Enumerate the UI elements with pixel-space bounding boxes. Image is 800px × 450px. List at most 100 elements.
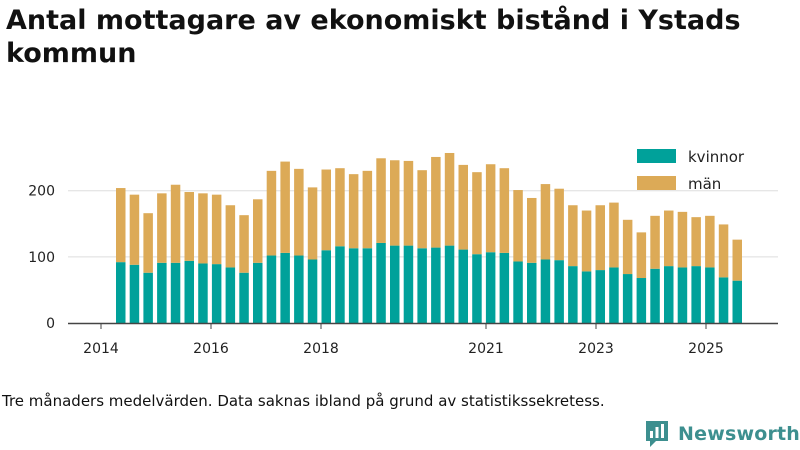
bar-man-4 [170, 184, 181, 263]
bar-man-17 [348, 174, 359, 249]
bar-kvinnor-10 [253, 262, 263, 323]
bar-man-14 [307, 187, 318, 260]
bar-man-11 [266, 170, 277, 256]
legend-layer: kvinnor män [637, 148, 745, 193]
bar-man-31 [540, 184, 551, 260]
bar-kvinnor-41 [677, 267, 688, 323]
bar-man-40 [664, 210, 674, 267]
bar-kvinnor-34 [581, 271, 592, 323]
chart-title: Antal mottagare av ekonomiskt bistånd i … [6, 5, 741, 69]
bar-kvinnor-6 [198, 263, 208, 323]
bar-man-6 [198, 193, 208, 264]
x-tick-label-2016: 2016 [193, 341, 229, 357]
bar-kvinnor-19 [376, 242, 386, 323]
axis-layer: 0 100 200 2014 2016 2018 2021 2023 2025 [28, 184, 778, 357]
bar-kvinnor-22 [417, 248, 427, 323]
bar-kvinnor-28 [499, 252, 510, 323]
bar-kvinnor-45 [732, 280, 742, 323]
bar-kvinnor-15 [321, 250, 331, 323]
bar-man-10 [253, 199, 263, 263]
bar-man-43 [705, 215, 715, 268]
bar-man-1 [129, 194, 140, 265]
bar-kvinnor-8 [225, 267, 236, 323]
bar-man-30 [527, 197, 537, 263]
bar-kvinnor-39 [650, 268, 660, 323]
bar-man-16 [335, 168, 345, 247]
bar-man-9 [239, 215, 249, 273]
bar-man-0 [116, 188, 126, 263]
y-tick-label-200: 200 [28, 184, 55, 200]
bar-man-20 [390, 160, 400, 246]
bar-man-25 [458, 164, 468, 250]
legend-label-man: män [688, 175, 721, 193]
bar-kvinnor-18 [362, 248, 373, 323]
x-tick-label-2021: 2021 [468, 341, 504, 357]
bar-kvinnor-0 [116, 262, 126, 323]
bar-kvinnor-32 [554, 260, 564, 323]
bar-kvinnor-16 [335, 246, 345, 323]
bar-kvinnor-40 [664, 266, 674, 323]
bar-kvinnor-17 [348, 248, 359, 323]
bar-kvinnor-31 [540, 259, 551, 323]
bar-kvinnor-43 [705, 267, 715, 323]
bar-kvinnor-36 [609, 267, 619, 323]
bar-man-18 [362, 170, 373, 249]
bar-kvinnor-25 [458, 249, 468, 323]
bar-kvinnor-12 [280, 252, 290, 323]
x-tick-label-2025: 2025 [688, 341, 724, 357]
bar-man-3 [157, 193, 167, 263]
bars-layer [116, 152, 742, 323]
bar-kvinnor-44 [718, 277, 729, 323]
bar-man-8 [225, 205, 236, 268]
y-tick-label-0: 0 [46, 316, 55, 332]
bar-kvinnor-5 [184, 260, 194, 323]
bar-kvinnor-13 [294, 255, 304, 323]
bar-man-42 [691, 217, 701, 267]
bar-man-29 [513, 190, 523, 262]
newsworthy-bar-icon [646, 421, 668, 447]
bar-man-26 [472, 172, 482, 255]
bar-man-39 [650, 215, 660, 269]
bar-man-38 [636, 232, 647, 279]
bar-man-2 [143, 213, 153, 273]
bar-man-24 [444, 152, 455, 246]
bar-man-37 [622, 219, 633, 275]
x-tick-label-2018: 2018 [303, 341, 339, 357]
bar-kvinnor-38 [636, 278, 647, 323]
bar-kvinnor-11 [266, 255, 277, 323]
bar-man-36 [609, 202, 619, 268]
bar-kvinnor-7 [211, 264, 222, 323]
bar-kvinnor-35 [595, 270, 605, 323]
footnote: Tre månaders medelvärden. Data saknas ib… [2, 392, 605, 410]
bar-kvinnor-4 [170, 262, 181, 323]
brand-logo[interactable]: Newsworthy [644, 418, 800, 450]
bar-kvinnor-30 [527, 262, 537, 323]
bar-kvinnor-33 [568, 266, 578, 323]
bar-man-32 [554, 188, 564, 261]
bar-kvinnor-20 [390, 245, 400, 323]
brand-name: Newsworthy [678, 423, 800, 445]
bar-man-23 [431, 156, 441, 248]
bar-kvinnor-37 [622, 274, 633, 323]
bar-man-12 [280, 161, 290, 253]
bar-kvinnor-42 [691, 266, 701, 323]
bar-kvinnor-9 [239, 272, 249, 323]
bar-man-45 [732, 239, 742, 281]
bar-man-22 [417, 170, 427, 249]
bar-man-21 [403, 160, 414, 246]
x-tick-label-2014: 2014 [83, 341, 119, 357]
bar-kvinnor-29 [513, 261, 523, 323]
bar-man-34 [581, 210, 592, 272]
bar-man-35 [595, 205, 605, 271]
bar-kvinnor-14 [307, 259, 318, 323]
bar-kvinnor-24 [444, 245, 455, 323]
bar-kvinnor-3 [157, 262, 167, 323]
legend-swatch-man [637, 176, 676, 190]
bar-man-13 [294, 168, 304, 256]
bar-kvinnor-2 [143, 272, 153, 323]
bar-man-33 [568, 205, 578, 267]
bar-kvinnor-23 [431, 247, 441, 323]
bar-man-27 [485, 164, 496, 253]
